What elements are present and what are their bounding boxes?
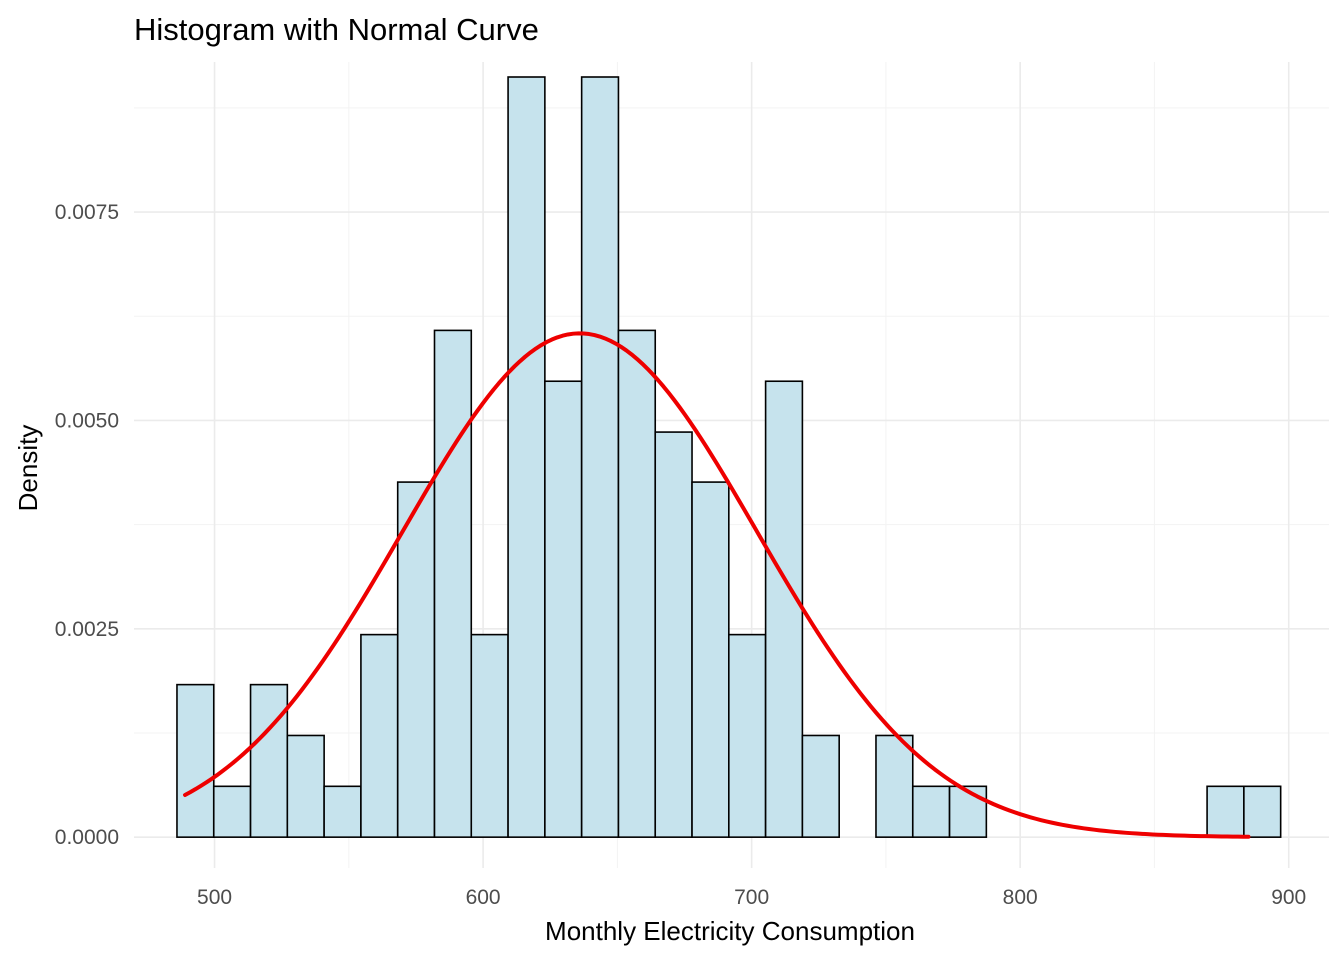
y-tick-label: 0.0025 xyxy=(55,618,119,641)
histogram-bar xyxy=(1206,785,1245,838)
histogram-bar xyxy=(728,633,767,838)
histogram-bar xyxy=(396,481,436,838)
histogram-bar xyxy=(617,329,657,838)
histogram-bar xyxy=(911,785,951,838)
y-axis-title: Density xyxy=(13,425,43,512)
histogram-bar xyxy=(286,734,325,838)
histogram-bar xyxy=(948,785,988,838)
bars-layer xyxy=(176,76,1282,838)
x-tick-label: 800 xyxy=(1003,886,1038,909)
histogram-bar xyxy=(507,76,546,838)
curve-layer xyxy=(183,331,1251,839)
y-tick-label: 0.0075 xyxy=(55,201,119,224)
histogram-bar xyxy=(801,734,840,838)
histogram-bar xyxy=(544,380,583,838)
normal-curve-line xyxy=(183,331,1251,839)
histogram-bar xyxy=(433,329,473,838)
histogram-bar xyxy=(323,785,362,838)
histogram-bar xyxy=(249,683,289,838)
x-axis-title: Monthly Electricity Consumption xyxy=(545,916,915,946)
x-tick-label: 700 xyxy=(734,886,769,909)
histogram-bar xyxy=(654,431,693,838)
x-tick-label: 600 xyxy=(466,886,501,909)
histogram-bar xyxy=(691,481,730,838)
histogram-bar xyxy=(875,734,914,838)
histogram-bar xyxy=(176,683,215,838)
y-tick-label: 0.0000 xyxy=(55,826,119,849)
histogram-bar xyxy=(1243,785,1282,838)
histogram-bar xyxy=(212,785,252,838)
histogram-bar xyxy=(580,76,620,838)
x-tick-label: 500 xyxy=(197,886,232,909)
y-tick-label: 0.0050 xyxy=(55,409,119,432)
histogram-bar xyxy=(764,380,804,838)
x-tick-label: 900 xyxy=(1271,886,1306,909)
ticks-layer: 500 600 700 800 900 0.0000 0.0025 0.0050 0.0075 xyxy=(55,201,1306,909)
histogram-bar xyxy=(360,633,399,838)
chart-title: Histogram with Normal Curve xyxy=(134,12,539,47)
histogram-bar xyxy=(470,633,509,838)
